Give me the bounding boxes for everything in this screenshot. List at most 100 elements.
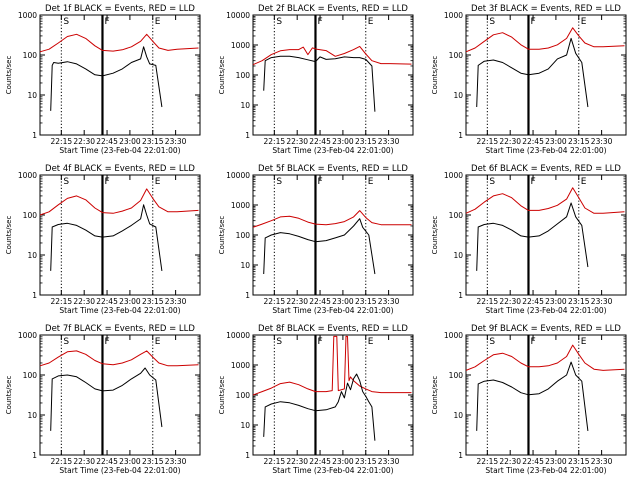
panel-2-xtick-label: 22:45	[309, 137, 331, 146]
panel-5-xtick-label: 22:15	[264, 297, 286, 306]
panel-1-marker-label: S	[63, 17, 69, 27]
panel-9-ytick-label: 1000	[444, 331, 463, 340]
panel-3-ytick-label: 10	[453, 91, 463, 100]
panel-7-xtick-label: 23:00	[119, 457, 141, 466]
panel-5-frame	[252, 174, 414, 296]
panel-8-marker-label: S	[276, 337, 282, 347]
panel-6: Det 6f BLACK = Events, RED = LLD Counts/s…	[431, 164, 627, 315]
panel-3-xtick-label: 23:15	[568, 137, 590, 146]
panel-4-xlabel: Start Time (23-Feb-04 22:01:00)	[59, 306, 180, 315]
panel-1: Det 1f BLACK = Events, RED = LLD Counts/s…	[5, 4, 201, 155]
panel-1-xtick-label: 23:30	[165, 137, 187, 146]
panel-5-xtick-label: 22:30	[286, 297, 308, 306]
panel-3-marker-label: F	[530, 17, 535, 27]
panel-6-ytick-label: 100	[449, 211, 464, 220]
panel-2-ytick-label: 1	[245, 131, 250, 140]
panel-7-ytick-label: 1000	[18, 331, 37, 340]
panel-9-ytick-label: 10	[453, 411, 463, 420]
panel-5-ytick-label: 10000	[226, 171, 250, 180]
panel-4-xtick-label: 22:15	[51, 297, 73, 306]
panel-9-title: Det 9f BLACK = Events, RED = LLD	[471, 324, 621, 334]
panel-5-ylabel: Counts/sec	[218, 216, 226, 255]
panel-8-xtick-label: 22:15	[264, 457, 286, 466]
panel-7-marker-label: F	[104, 337, 109, 347]
panel-4-title: Det 4f BLACK = Events, RED = LLD	[45, 164, 195, 174]
panel-4-ytick-label: 10	[27, 251, 37, 260]
panel-7-marker-label: E	[155, 337, 161, 347]
panel-9-xtick-label: 23:30	[591, 457, 613, 466]
panel-3-ytick-label: 100	[449, 51, 464, 60]
panel-3-xtick-label: 22:15	[477, 137, 499, 146]
panel-8-title: Det 8f BLACK = Events, RED = LLD	[258, 324, 408, 334]
panel-5-ytick-label: 10	[240, 261, 250, 270]
panel-2-marker-label: F	[317, 17, 322, 27]
panel-9-frame	[465, 334, 627, 456]
panel-5-xtick-label: 22:45	[309, 297, 331, 306]
panel-7-marker-label: S	[63, 337, 69, 347]
panel-9-xtick-label: 22:45	[522, 457, 544, 466]
panel-4-marker-label: S	[63, 177, 69, 187]
panel-4-xtick-label: 23:00	[119, 297, 141, 306]
panel-2-lld-series	[252, 45, 412, 66]
panel-5-ytick-label: 1	[245, 291, 250, 300]
panel-1-ytick-label: 1000	[18, 11, 37, 20]
panel-6-frame	[465, 174, 627, 296]
panel-2-ytick-label: 10	[240, 101, 250, 110]
panel-9-xlabel: Start Time (23-Feb-04 22:01:00)	[485, 466, 606, 475]
panel-6-marker-label: S	[489, 177, 495, 187]
panel-6-lld-series	[465, 187, 625, 214]
panel-7-events-series	[50, 367, 163, 431]
panel-4-xtick-label: 23:30	[165, 297, 187, 306]
panel-3-events-series	[476, 37, 589, 108]
panel-5-title: Det 5f BLACK = Events, RED = LLD	[258, 164, 408, 174]
panel-5-ytick-label: 1000	[231, 201, 250, 210]
panel-2-ytick-label: 100	[236, 71, 251, 80]
panel-3-xtick-label: 22:45	[522, 137, 544, 146]
panel-4-ylabel: Counts/sec	[5, 216, 13, 255]
panel-3-lld-series	[465, 27, 625, 53]
panel-1-xtick-label: 22:30	[73, 137, 95, 146]
panel-1-lld-series	[39, 33, 199, 53]
panel-3-xlabel: Start Time (23-Feb-04 22:01:00)	[485, 146, 606, 155]
panel-6-marker-label: E	[581, 177, 587, 187]
panel-6-title: Det 6f BLACK = Events, RED = LLD	[471, 164, 621, 174]
panel-5-marker-label: S	[276, 177, 282, 187]
panel-4-xtick-label: 23:15	[142, 297, 164, 306]
panel-1-marker-label: E	[155, 17, 161, 27]
panel-8-xtick-label: 23:00	[332, 457, 354, 466]
panel-9-xtick-label: 22:30	[499, 457, 521, 466]
panel-3-marker-label: E	[581, 17, 587, 27]
panel-4-marker-label: E	[155, 177, 161, 187]
panel-7-xtick-label: 22:30	[73, 457, 95, 466]
panel-7-xtick-label: 22:45	[96, 457, 118, 466]
panel-2-frame	[252, 14, 414, 136]
panel-6-xtick-label: 22:30	[499, 297, 521, 306]
panel-3-xtick-label: 23:30	[591, 137, 613, 146]
panel-6-ytick-label: 10	[453, 251, 463, 260]
panel-8-ytick-label: 1	[245, 451, 250, 460]
panel-9-ylabel: Counts/sec	[431, 376, 439, 415]
panel-1-xtick-label: 22:45	[96, 137, 118, 146]
panel-1-xtick-label: 23:00	[119, 137, 141, 146]
panel-5-lld-series	[252, 210, 412, 228]
panel-8: Det 8f BLACK = Events, RED = LLD Counts/s…	[218, 324, 414, 475]
panel-4-xtick-label: 22:30	[73, 297, 95, 306]
panel-8-xtick-label: 23:30	[378, 457, 400, 466]
panel-2-title: Det 2f BLACK = Events, RED = LLD	[258, 4, 408, 14]
panel-1-events-series	[50, 46, 163, 111]
panel-6-ytick-label: 1000	[444, 171, 463, 180]
panel-4-xtick-label: 22:45	[96, 297, 118, 306]
panel-4-ytick-label: 1	[32, 291, 37, 300]
panel-8-ytick-label: 100	[236, 391, 251, 400]
panel-6-marker-label: F	[530, 177, 535, 187]
panel-1-xtick-label: 23:15	[142, 137, 164, 146]
panel-1-xtick-label: 22:15	[51, 137, 73, 146]
panel-7: Det 7f BLACK = Events, RED = LLD Counts/s…	[5, 324, 201, 475]
panel-9-marker-label: E	[581, 337, 587, 347]
panel-6-xtick-label: 23:00	[545, 297, 567, 306]
panel-3-ylabel: Counts/sec	[431, 56, 439, 95]
panel-2-ytick-label: 1000	[231, 41, 250, 50]
panel-3: Det 3f BLACK = Events, RED = LLD Counts/s…	[431, 4, 627, 155]
panel-4-ytick-label: 100	[23, 211, 38, 220]
